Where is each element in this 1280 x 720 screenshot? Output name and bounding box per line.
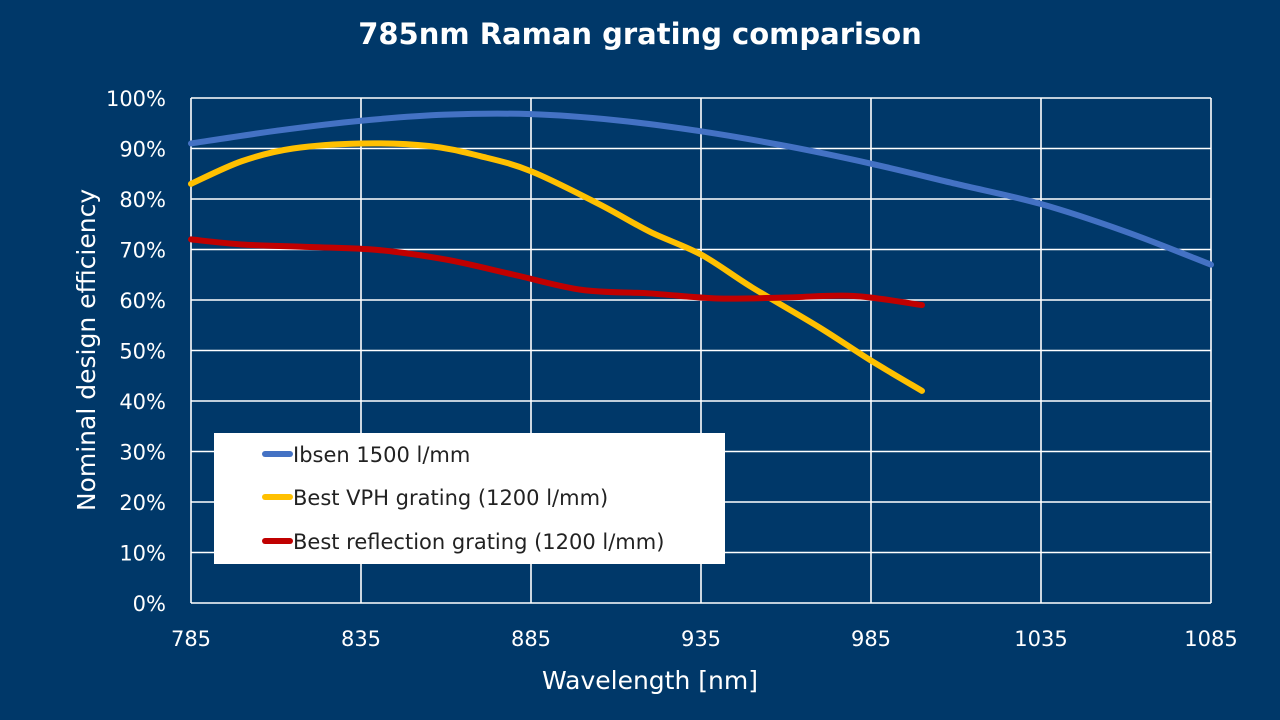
x-tick-label: 885 [511,627,551,651]
series-line-1 [188,110,1214,268]
y-tick-label: 60% [119,289,166,313]
y-tick-label: 100% [106,87,166,111]
x-axis-ticks: 785 835 885 935 985 1035 1085 [171,627,1238,651]
series-line-2 [188,140,925,394]
chart-title: 785nm Raman grating comparison [358,17,922,51]
x-tick-label: 835 [341,627,381,651]
y-axis-ticks: 0% 10% 20% 30% 40% 50% 60% 70% 80% 90% 100% [106,87,166,616]
y-tick-label: 30% [119,441,166,465]
series-line-3 [188,236,925,309]
series-lines [188,110,1214,394]
legend-box [214,433,725,564]
y-axis-title: Nominal design efficiency [72,189,101,511]
legend: Ibsen 1500 l/mm Best VPH grating (1200 l/… [214,433,725,564]
legend-label: Best reflection grating (1200 l/mm) [293,530,664,554]
x-tick-label: 985 [851,627,891,651]
y-tick-label: 70% [119,239,166,263]
y-tick-label: 90% [119,138,166,162]
y-tick-label: 10% [119,542,166,566]
x-tick-label: 935 [681,627,721,651]
x-tick-label: 785 [171,627,211,651]
y-tick-label: 0% [133,592,166,616]
legend-label: Ibsen 1500 l/mm [293,443,470,467]
x-tick-label: 1035 [1014,627,1067,651]
y-tick-label: 80% [119,188,166,212]
y-tick-label: 50% [119,340,166,364]
x-tick-label: 1085 [1184,627,1237,651]
y-tick-label: 20% [119,491,166,515]
x-axis-title: Wavelength [nm] [542,666,758,695]
legend-label: Best VPH grating (1200 l/mm) [293,486,608,510]
y-tick-label: 40% [119,390,166,414]
